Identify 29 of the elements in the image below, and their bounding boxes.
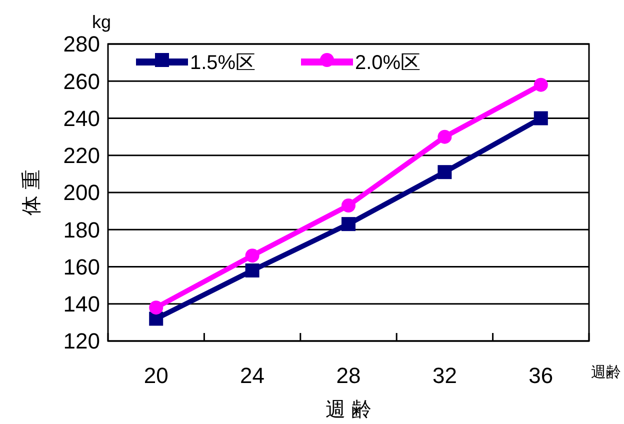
- y-tick-label: 220: [63, 143, 100, 168]
- y-tick-label: 200: [63, 180, 100, 206]
- point: [342, 198, 356, 212]
- y-tick-label: 160: [63, 254, 100, 280]
- text: kg: [92, 12, 112, 32]
- legend-label: 2.0%区: [355, 52, 421, 74]
- x-tick-label: 32: [432, 363, 457, 388]
- legend-label: 1.5%区: [190, 52, 256, 74]
- point: [342, 217, 356, 232]
- point: [534, 111, 548, 126]
- y-tick-label: 240: [63, 106, 100, 131]
- x-tick-label: 24: [240, 363, 265, 388]
- y-tick-label: 280: [63, 32, 100, 57]
- y-tick-label: 140: [63, 292, 100, 317]
- y-tick-label: 120: [63, 328, 100, 354]
- x-tick-label: 20: [144, 363, 168, 388]
- x-tick-label: 36: [528, 363, 554, 388]
- point: [438, 165, 452, 180]
- y-tick-label: 260: [63, 68, 100, 94]
- text: 週齢: [591, 364, 621, 381]
- point: [149, 300, 164, 315]
- x-axis-title: 週 齢: [326, 399, 372, 421]
- y-tick-label: 180: [63, 217, 100, 242]
- point: [438, 130, 452, 144]
- x-tick-label: 28: [336, 363, 361, 388]
- point: [245, 263, 260, 278]
- y-axis-title: 体 重: [21, 170, 43, 216]
- point: [245, 248, 260, 263]
- point: [534, 78, 548, 92]
